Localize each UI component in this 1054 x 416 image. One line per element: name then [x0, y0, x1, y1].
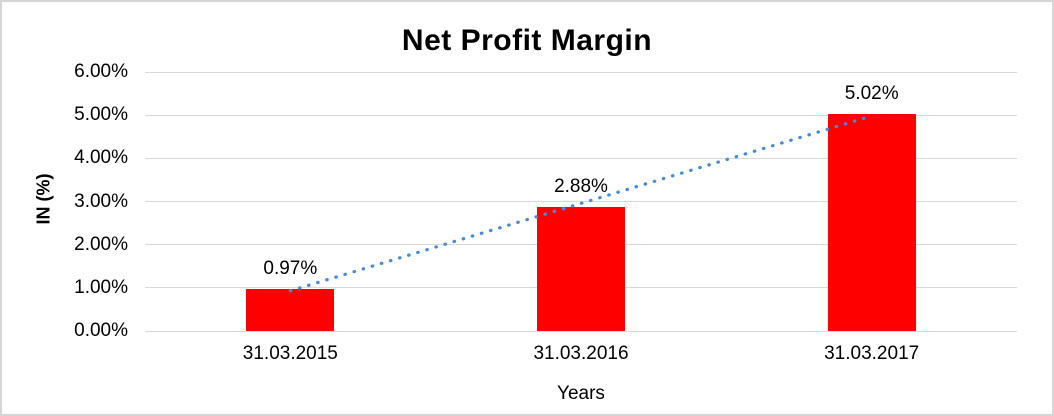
y-tick-label: 5.00%: [74, 104, 128, 126]
x-tick-label: 31.03.2016: [533, 343, 629, 364]
y-tick-label: 0.00%: [74, 320, 128, 341]
bar-value-label: 2.88%: [554, 175, 608, 197]
y-tick-label: 1.00%: [74, 276, 128, 298]
x-tick-label: 31.03.2015: [242, 343, 338, 364]
y-tick-label: 3.00%: [74, 190, 128, 212]
y-axis-title: IN (%): [33, 173, 54, 225]
y-tick-label: 2.00%: [74, 233, 128, 255]
gridline: [145, 71, 1017, 73]
x-axis-title: Years: [557, 383, 605, 404]
bar-31.03.2016: [537, 206, 625, 331]
y-tick-label: 6.00%: [74, 61, 128, 82]
bar-value-label: 0.97%: [263, 258, 318, 280]
y-tick-label: 4.00%: [74, 147, 128, 169]
gridline: [145, 330, 1017, 332]
chart-title: Net Profit Margin: [401, 24, 653, 57]
bar-value-label: 5.02%: [844, 83, 899, 105]
bar-31.03.2017: [827, 114, 916, 331]
bar-31.03.2015: [246, 289, 335, 331]
x-tick-label: 31.03.2017: [824, 343, 920, 364]
